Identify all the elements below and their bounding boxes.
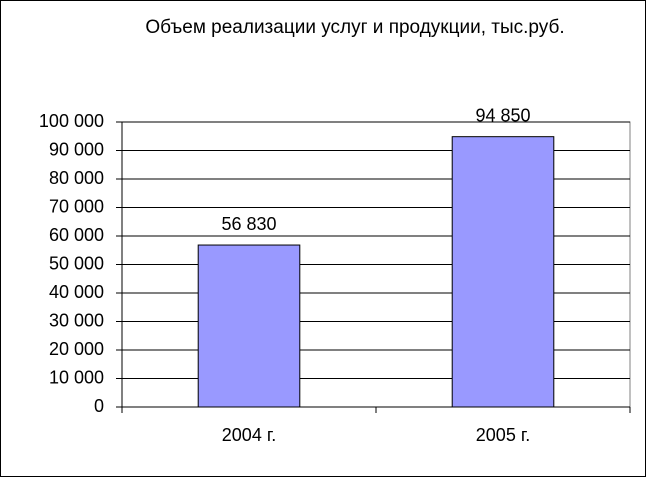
bar bbox=[451, 136, 555, 408]
y-tick-label: 30 000 bbox=[49, 310, 104, 330]
bar bbox=[197, 244, 301, 408]
y-tick-label: 0 bbox=[94, 396, 104, 416]
y-tick-label: 80 000 bbox=[49, 168, 104, 188]
y-tick-label: 60 000 bbox=[49, 225, 104, 245]
x-tick-label: 2004 г. bbox=[222, 425, 276, 445]
y-tick-label: 20 000 bbox=[49, 339, 104, 359]
y-tick-label: 40 000 bbox=[49, 282, 104, 302]
y-tick-label: 70 000 bbox=[49, 196, 104, 216]
y-tick-label: 100 000 bbox=[39, 111, 104, 131]
y-tick-label: 50 000 bbox=[49, 253, 104, 273]
x-tick-label: 2005 г. bbox=[476, 425, 530, 445]
chart-title: Объем реализации услуг и продукции, тыс.… bbox=[145, 17, 564, 38]
data-label: 94 850 bbox=[475, 105, 530, 125]
data-label: 56 830 bbox=[221, 214, 276, 234]
y-tick-label: 10 000 bbox=[49, 367, 104, 387]
y-tick-label: 90 000 bbox=[49, 139, 104, 159]
